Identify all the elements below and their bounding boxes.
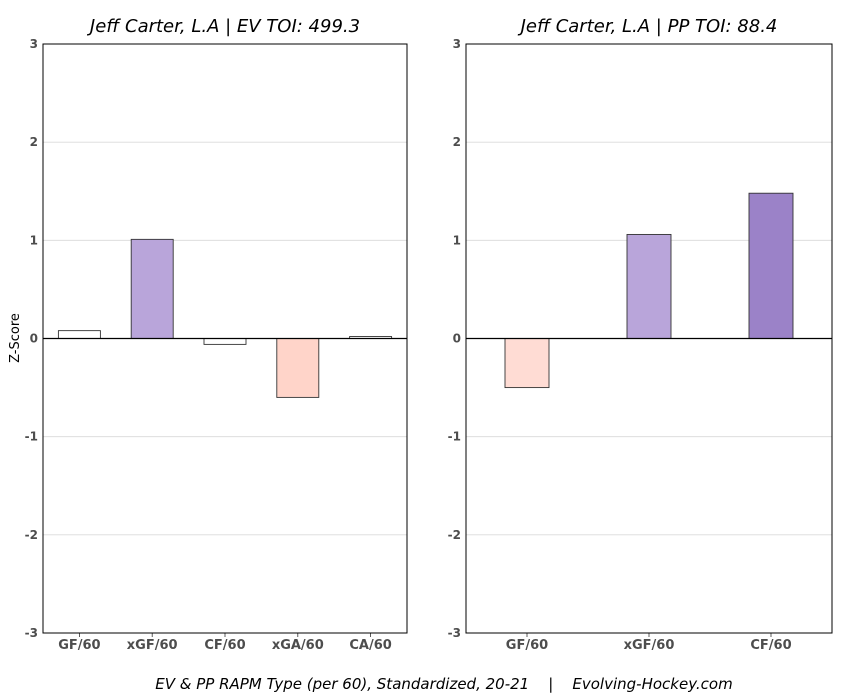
right-plot-frame xyxy=(465,43,833,634)
right-chart-title: Jeff Carter, L.A | PP TOI: 88.4 xyxy=(518,16,778,37)
left-category-label: CA/60 xyxy=(349,638,391,653)
left-category-label: xGF/60 xyxy=(127,638,178,653)
right-y-tick-label: -2 xyxy=(448,528,461,542)
right-y-tick-label: 3 xyxy=(453,37,461,51)
right-category-label: CF/60 xyxy=(750,638,791,653)
left-y-tick-label: -2 xyxy=(25,528,38,542)
left-y-tick-label: 3 xyxy=(30,37,38,51)
left-category-label: GF/60 xyxy=(58,638,100,653)
right-y-tick-label: 0 xyxy=(453,332,461,346)
left-plot-frame xyxy=(42,43,408,634)
left-bar-xga-60 xyxy=(276,338,320,398)
left-bar-cf-60 xyxy=(203,338,247,345)
left-y-tick-label: 2 xyxy=(30,135,38,149)
left-y-tick-label: 1 xyxy=(30,233,38,247)
right-bar-gf-60 xyxy=(504,338,550,389)
right-category-label: xGF/60 xyxy=(624,638,675,653)
chart-caption: EV & PP RAPM Type (per 60), Standardized… xyxy=(155,675,732,693)
right-bar-cf-60 xyxy=(748,192,794,339)
left-bar-xgf-60 xyxy=(130,238,174,339)
right-category-label: GF/60 xyxy=(506,638,548,653)
left-y-tick-label: -1 xyxy=(25,430,38,444)
y-axis-label: Z-Score xyxy=(8,313,23,363)
left-y-tick-label: 0 xyxy=(30,332,38,346)
right-bar-xgf-60 xyxy=(626,233,672,339)
left-chart-panel: -3 -2 -1 0 1 2 3 GF/60 xGF/60 CF/60 xGA/60 CA/60 xyxy=(25,37,408,653)
right-chart-panel: -3 -2 -1 0 1 2 3 GF/60 xGF/60 CF/60 xyxy=(448,37,833,653)
right-y-tick-label: -3 xyxy=(448,626,461,640)
left-bar-gf-60 xyxy=(57,330,101,339)
left-category-label: xGA/60 xyxy=(272,638,324,653)
right-y-tick-label: 1 xyxy=(453,233,461,247)
right-y-tick-label: -1 xyxy=(448,430,461,444)
left-chart-title: Jeff Carter, L.A | EV TOI: 499.3 xyxy=(87,16,360,37)
right-y-tick-label: 2 xyxy=(453,135,461,149)
left-y-tick-label: -3 xyxy=(25,626,38,640)
left-category-label: CF/60 xyxy=(204,638,245,653)
